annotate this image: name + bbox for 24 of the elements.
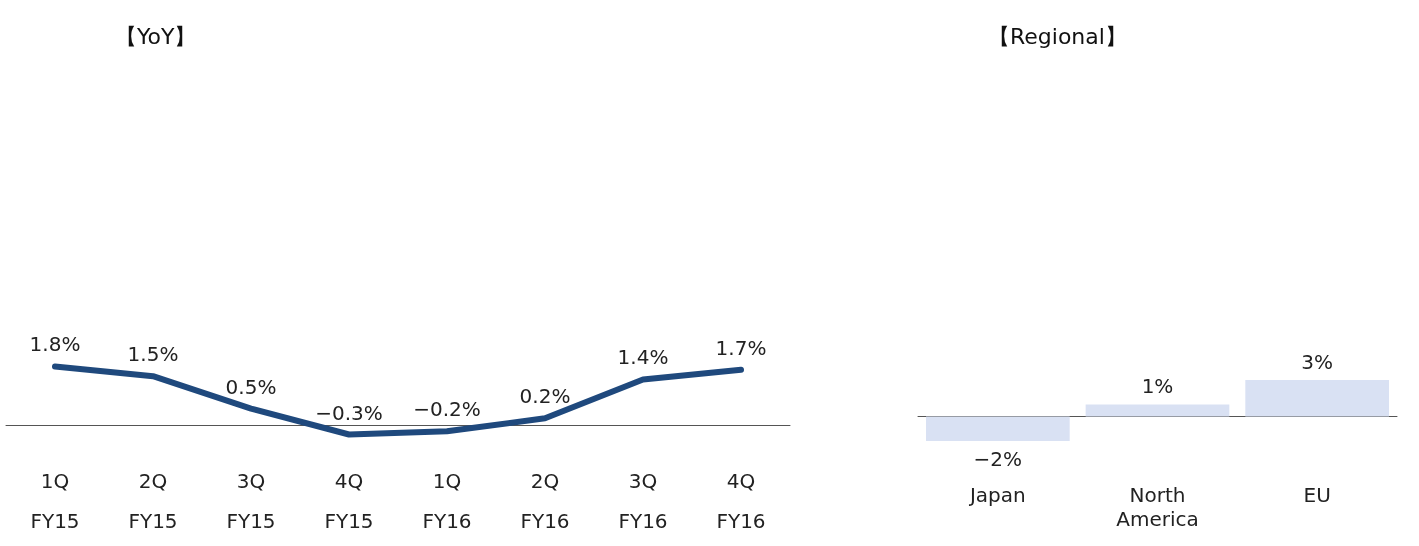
x-tick-label: North America xyxy=(1116,483,1199,531)
data-label: 3% xyxy=(1301,350,1334,374)
data-label: −2% xyxy=(973,447,1023,471)
x-tick-label: 2Q FY15 xyxy=(128,469,178,533)
x-tick-label: 3Q FY15 xyxy=(226,469,276,533)
data-label: −0.2% xyxy=(413,397,481,422)
x-tick-label: 4Q FY16 xyxy=(716,469,766,533)
data-label: 1% xyxy=(1141,374,1174,399)
x-tick-label: 3Q FY16 xyxy=(618,469,668,533)
x-tick-label: 1Q FY15 xyxy=(30,469,80,533)
data-label: 0.2% xyxy=(519,384,571,409)
x-tick-label: EU xyxy=(1303,483,1331,507)
data-label: 1.5% xyxy=(127,342,179,367)
data-label: 1.4% xyxy=(617,345,669,370)
data-label: −0.3% xyxy=(315,400,383,425)
data-label: 1.7% xyxy=(715,335,767,360)
x-tick-label: 1Q FY16 xyxy=(422,469,472,533)
chart-title: 【YoY】 xyxy=(115,23,197,49)
x-tick-label: 4Q FY15 xyxy=(324,469,374,533)
data-label: 0.5% xyxy=(225,374,277,399)
x-tick-label: 2Q FY16 xyxy=(520,469,570,533)
data-label: 1.8% xyxy=(29,332,81,357)
x-tick-label: Japan xyxy=(967,483,1026,507)
chart-title: 【Regional】 xyxy=(988,23,1127,49)
